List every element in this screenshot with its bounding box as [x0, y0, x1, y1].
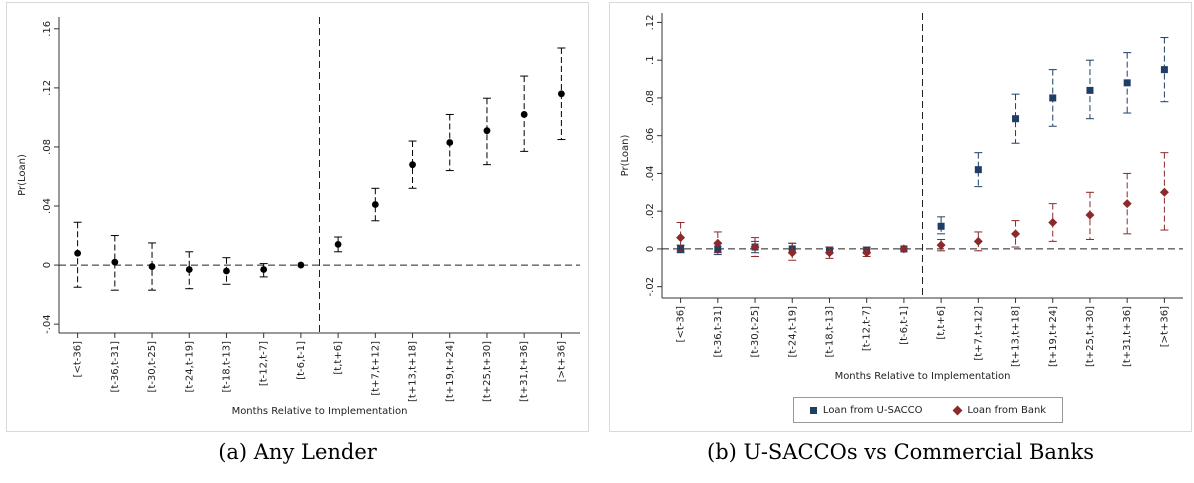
y-tick-label: .12: [645, 14, 656, 30]
x-tick-label: [t+31,t+36]: [519, 341, 530, 402]
data-point: [260, 266, 268, 273]
y-tick-label: .06: [645, 128, 656, 144]
data-point: [483, 127, 491, 135]
data-point-bank: [973, 236, 983, 246]
y-tick-label: .1: [645, 55, 656, 65]
panel-any-lender: -.04 0 .04 .08 .12 .16 Pr(Loan) [<t-36] [t-36,t-…: [6, 2, 589, 432]
y-tick-label: -.04: [42, 314, 53, 334]
x-tick-label: [t-12,t-7]: [862, 306, 873, 351]
legend-label-bank: Loan from Bank: [967, 404, 1047, 416]
x-tick-label: [t+31,t+36]: [1122, 306, 1133, 367]
data-point-bank: [862, 248, 872, 258]
chart-any-lender: -.04 0 .04 .08 .12 .16 Pr(Loan) [<t-36] [t-36,t-…: [17, 17, 580, 417]
data-point: [371, 201, 379, 208]
y-tick-label: 0: [645, 246, 656, 252]
data-point-usacco: [937, 222, 945, 230]
y-tick-label: .04: [645, 165, 656, 181]
x-tick-label: [t+19,t+24]: [1048, 306, 1059, 367]
data-point: [148, 263, 156, 270]
x-tick-label: [t-18,t-13]: [221, 341, 232, 393]
x-tick-label: [t-36,t-31]: [713, 306, 724, 358]
x-tick-label: [<t-36]: [676, 306, 687, 343]
x-tick-label: [t+13,t+18]: [1011, 306, 1022, 367]
data-point-bank: [824, 248, 834, 258]
y-axis-label: Pr(Loan): [17, 154, 28, 196]
x-tick-label: [t,t+6]: [333, 341, 344, 375]
x-tick-label: [t+7,t+12]: [973, 306, 984, 361]
data-point: [297, 261, 305, 269]
x-tick-label: [t+25,t+30]: [482, 341, 493, 402]
data-point: [520, 111, 528, 118]
legend-label-usacco: Loan from U-SACCO: [822, 404, 923, 416]
y-axis-label: Pr(Loan): [620, 135, 631, 177]
y-tick-label: .08: [645, 90, 656, 106]
x-tick-label: [t-36,t-31]: [110, 341, 121, 393]
data-point: [111, 258, 119, 266]
data-point-bank: [1048, 218, 1058, 228]
data-point-usacco: [974, 166, 982, 174]
x-tick-label: [t-30,t-25]: [750, 306, 761, 358]
x-tick-label: [t-18,t-13]: [824, 306, 835, 358]
data-point-bank: [1122, 199, 1132, 209]
data-point-bank: [750, 242, 760, 252]
x-axis-label: Months Relative to Implementation: [232, 406, 408, 417]
data-point: [185, 266, 193, 273]
data-point: [74, 249, 82, 257]
x-tick-label: [t-12,t-7]: [259, 341, 270, 386]
x-tick-label: [t-24,t-19]: [184, 341, 195, 393]
caption-a: (a) Any Lender: [218, 440, 377, 464]
data-point-usacco: [1012, 115, 1020, 123]
x-tick-label: [t+7,t+12]: [370, 341, 381, 396]
chart-usacco-vs-banks: -.02 0 .02 .04 .06 .08 .1 .12 Pr(Loan) [<t-36] [t-…: [620, 13, 1183, 382]
legend: Loan from U-SACCO Loan from Bank: [793, 397, 1063, 423]
x-tick-label: [t-6,t-1]: [296, 341, 307, 380]
legend-diamond-icon: [952, 405, 963, 415]
legend-item-bank: Loan from Bank: [952, 404, 1047, 416]
y-tick-label: .02: [645, 203, 656, 219]
data-point-bank: [1159, 187, 1169, 197]
data-point-usacco: [714, 245, 722, 253]
y-tick-label: .16: [42, 21, 53, 37]
legend-square-icon: [809, 406, 817, 414]
data-point: [223, 267, 230, 275]
x-tick-label: [t,t+6]: [936, 306, 947, 340]
data-point-bank: [713, 238, 723, 248]
data-point-bank: [1085, 210, 1095, 220]
data-point: [409, 161, 416, 169]
legend-item-usacco: Loan from U-SACCO: [809, 404, 923, 416]
y-tick-label: .12: [42, 80, 53, 96]
x-tick-label: [t+25,t+30]: [1085, 306, 1096, 367]
data-point-usacco: [1123, 79, 1131, 87]
caption-b: (b) U-SACCOs vs Commercial Banks: [707, 440, 1094, 464]
x-tick-label: [<t-36]: [73, 341, 84, 378]
x-tick-label: [t+19,t+24]: [445, 341, 456, 402]
data-point: [446, 139, 454, 146]
data-point-usacco: [677, 245, 685, 253]
data-point-usacco: [1086, 86, 1094, 94]
y-tick-label: .08: [42, 139, 53, 155]
y-tick-label: .04: [42, 198, 53, 214]
y-tick-label: -.02: [645, 277, 656, 297]
x-tick-label: [t-24,t-19]: [787, 306, 798, 358]
x-tick-label: [t+13,t+18]: [408, 341, 419, 402]
data-point-bank: [676, 233, 686, 243]
data-point-bank: [1011, 229, 1021, 239]
x-tick-label: [>t+36]: [556, 341, 567, 382]
x-tick-label: [t-30,t-25]: [147, 341, 158, 393]
data-point-usacco: [1160, 66, 1168, 74]
data-point-bank: [936, 240, 946, 250]
data-point: [557, 90, 565, 98]
data-point-bank: [787, 248, 797, 258]
x-tick-label: [>t+36]: [1159, 306, 1170, 347]
y-tick-label: 0: [42, 262, 53, 268]
panel-usacco-vs-banks: -.02 0 .02 .04 .06 .08 .1 .12 Pr(Loan) [<t-36] [t-…: [609, 2, 1192, 432]
data-point-usacco: [1049, 94, 1057, 102]
x-tick-label: [t-6,t-1]: [899, 306, 910, 345]
x-axis-label: Months Relative to Implementation: [835, 371, 1011, 382]
data-point: [334, 241, 342, 248]
data-point-bank: [899, 244, 909, 254]
